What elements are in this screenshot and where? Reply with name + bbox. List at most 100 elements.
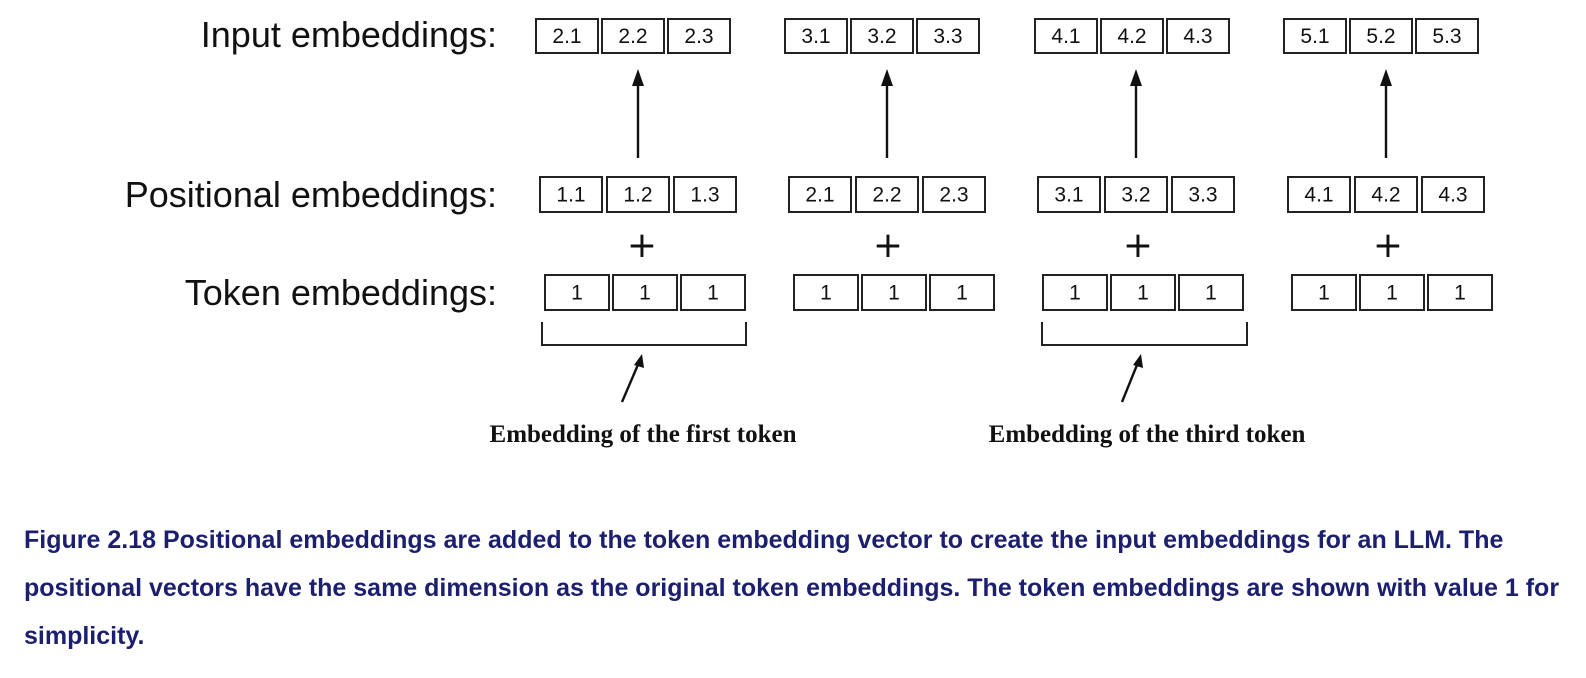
token-vector-4: 1 1 1 [1291, 274, 1493, 311]
positional-vector-3: 3.1 3.2 3.3 [1037, 176, 1235, 213]
token-cell-value: 1 [1454, 282, 1466, 305]
input-cell [601, 18, 665, 54]
input-cell-value: 3.2 [867, 25, 896, 48]
token-cell-value: 1 [707, 282, 719, 305]
input-cell-value: 3.1 [801, 25, 830, 48]
plus-sign: + [1373, 225, 1403, 266]
input-cell [1349, 18, 1413, 54]
token-cell [680, 274, 746, 311]
token-cell-value: 1 [1137, 282, 1149, 305]
positional-cell-value: 1.3 [690, 184, 719, 207]
token-cell-value: 1 [1318, 282, 1330, 305]
up-arrows [632, 69, 1392, 158]
input-cell [667, 18, 731, 54]
positional-cell-value: 3.3 [1188, 184, 1217, 207]
positional-cell [1354, 176, 1418, 213]
input-cell-value: 5.2 [1366, 25, 1395, 48]
input-cell-value: 3.3 [933, 25, 962, 48]
positional-vector-2: 2.1 2.2 2.3 [788, 176, 986, 213]
positional-cell [1104, 176, 1168, 213]
input-vector-3: 4.1 4.2 4.3 [1034, 18, 1230, 54]
positional-cell [539, 176, 603, 213]
positional-cell [788, 176, 852, 213]
third-token-pointer [1120, 359, 1141, 403]
positional-cell-value: 4.2 [1371, 184, 1400, 207]
input-cell-value: 4.2 [1117, 25, 1146, 48]
input-cell [1100, 18, 1164, 54]
token-cell-value: 1 [1069, 282, 1081, 305]
token-vector-2: 1 1 1 [793, 274, 995, 311]
positional-cell-value: 4.3 [1438, 184, 1467, 207]
third-token-callout: Embedding of the third token [989, 421, 1306, 448]
plus-signs: + + + + [627, 225, 1403, 266]
positional-cell [1287, 176, 1351, 213]
input-cell-value: 5.1 [1300, 25, 1329, 48]
positional-embeddings-label: Positional embeddings: [125, 174, 497, 215]
token-vector-1: 1 1 1 [544, 274, 746, 311]
positional-cell-value: 2.1 [805, 184, 834, 207]
input-embeddings-row: 2.1 2.2 2.3 3.1 3.2 3.3 4.1 4.2 4.3 5.1 5.2 5.3 [535, 18, 1479, 54]
figure-caption: Figure 2.18 Positional embeddings are ad… [24, 526, 1560, 650]
token-embeddings-label: Token embeddings: [185, 272, 497, 313]
first-token-bracket [541, 322, 747, 346]
positional-cell [1037, 176, 1101, 213]
plus-sign: + [627, 225, 657, 266]
input-cell-value: 4.1 [1051, 25, 1080, 48]
token-cell-value: 1 [820, 282, 832, 305]
token-vector-3: 1 1 1 [1042, 274, 1244, 311]
input-cell [784, 18, 848, 54]
positional-cell-value: 1.2 [623, 184, 652, 207]
input-cell [1283, 18, 1347, 54]
input-vector-2: 3.1 3.2 3.3 [784, 18, 980, 54]
input-cell [1034, 18, 1098, 54]
positional-cell-value: 3.1 [1054, 184, 1083, 207]
input-cell-value: 2.3 [684, 25, 713, 48]
token-cell [1178, 274, 1244, 311]
token-cell [1359, 274, 1425, 311]
positional-cell [1171, 176, 1235, 213]
first-token-callout: Embedding of the first token [490, 421, 797, 448]
input-cell-value: 5.3 [1432, 25, 1461, 48]
up-arrow-icon [881, 69, 893, 158]
positional-cell [673, 176, 737, 213]
token-cell [861, 274, 927, 311]
up-arrow-icon [1130, 69, 1142, 158]
positional-vector-4: 4.1 4.2 4.3 [1287, 176, 1485, 213]
token-cell-value: 1 [639, 282, 651, 305]
embedding-diagram: Input embeddings: Positional embeddings:… [125, 14, 1493, 448]
positional-cell [606, 176, 670, 213]
third-token-pointer-head [1133, 354, 1143, 368]
token-cell [929, 274, 995, 311]
input-cell-value: 4.3 [1183, 25, 1212, 48]
input-embeddings-label: Input embeddings: [201, 14, 497, 55]
token-cell-value: 1 [1386, 282, 1398, 305]
plus-sign: + [873, 225, 903, 266]
positional-cell [922, 176, 986, 213]
up-arrow-icon [1380, 69, 1392, 158]
positional-cell [1421, 176, 1485, 213]
input-cell [1415, 18, 1479, 54]
token-cell [544, 274, 610, 311]
positional-vector-1: 1.1 1.2 1.3 [539, 176, 737, 213]
positional-cell-value: 1.1 [556, 184, 585, 207]
token-cell-value: 1 [956, 282, 968, 305]
token-cell [1110, 274, 1176, 311]
input-cell [916, 18, 980, 54]
positional-cell-value: 2.2 [872, 184, 901, 207]
token-cell-value: 1 [571, 282, 583, 305]
token-cell-value: 1 [1205, 282, 1217, 305]
positional-embeddings-row: 1.1 1.2 1.3 2.1 2.2 2.3 3.1 3.2 3.3 4.1 4.2 4.3 [539, 176, 1485, 213]
token-cell [1042, 274, 1108, 311]
token-cell [612, 274, 678, 311]
first-token-pointer [620, 359, 642, 403]
input-cell-value: 2.2 [618, 25, 647, 48]
first-token-pointer-head [634, 354, 644, 368]
up-arrow-icon [632, 69, 644, 158]
input-cell [1166, 18, 1230, 54]
input-cell [535, 18, 599, 54]
third-token-bracket [1041, 322, 1248, 346]
input-vector-4: 5.1 5.2 5.3 [1283, 18, 1479, 54]
input-cell-value: 2.1 [552, 25, 581, 48]
token-cell [793, 274, 859, 311]
token-embeddings-row: 1 1 1 1 1 1 1 1 1 1 1 1 [544, 274, 1493, 311]
